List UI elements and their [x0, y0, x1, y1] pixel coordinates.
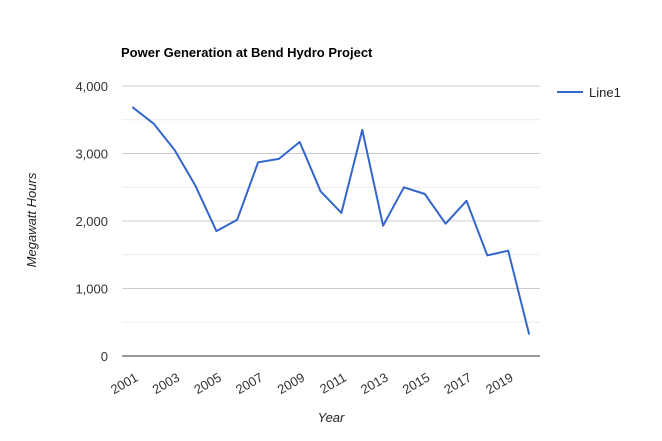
y-tick-label: 3,000: [75, 147, 108, 162]
x-tick-label: 2017: [441, 370, 474, 397]
x-tick-label: 2015: [400, 370, 433, 397]
x-tick-label: 2011: [317, 370, 349, 397]
y-tick-label: 2,000: [75, 214, 108, 229]
x-tick-label: 2005: [191, 370, 224, 397]
y-axis-tick-labels: 0 1,000 2,000 3,000 4,000: [75, 79, 108, 364]
legend: Line1: [557, 85, 621, 100]
chart-title: Power Generation at Bend Hydro Project: [121, 45, 373, 60]
x-tick-label: 2019: [483, 370, 516, 397]
series-line-line1: [132, 106, 530, 335]
gridlines: [122, 85, 540, 323]
x-tick-label: 2009: [275, 370, 308, 397]
x-tick-label: 2001: [108, 370, 141, 397]
legend-label: Line1: [589, 85, 621, 100]
x-tick-label: 2003: [150, 370, 183, 397]
y-tick-label: 4,000: [75, 79, 108, 94]
x-axis-tick-labels: 2001 2003 2005 2007 2009 2011 2013 2015 2017 2019: [108, 370, 516, 397]
y-tick-label: 1,000: [75, 282, 108, 297]
series-lines: [132, 106, 530, 335]
x-axis-title: Year: [318, 410, 345, 425]
x-tick-label: 2013: [358, 370, 391, 397]
y-tick-label: 0: [101, 349, 108, 364]
y-axis-title: Megawatt Hours: [24, 172, 39, 267]
x-tick-label: 2007: [233, 370, 266, 397]
